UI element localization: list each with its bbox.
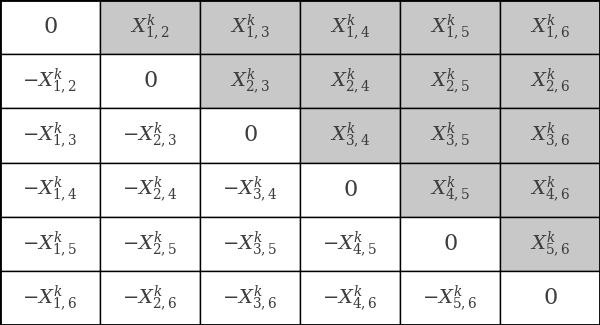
Text: $0$: $0$ (443, 234, 457, 254)
Bar (200, 162, 300, 217)
Bar (100, 271, 200, 325)
Text: $-X_{4,6}^{k}$: $-X_{4,6}^{k}$ (322, 283, 378, 313)
Text: $-X_{2,6}^{k}$: $-X_{2,6}^{k}$ (122, 283, 178, 313)
Bar (0, 271, 100, 325)
Bar (200, 271, 300, 325)
Text: $X_{5,6}^{k}$: $X_{5,6}^{k}$ (530, 229, 570, 259)
Text: $0$: $0$ (542, 288, 557, 308)
Text: $-X_{2,3}^{k}$: $-X_{2,3}^{k}$ (122, 121, 178, 150)
Text: $-X_{3,5}^{k}$: $-X_{3,5}^{k}$ (222, 229, 278, 259)
Text: $X_{3,6}^{k}$: $X_{3,6}^{k}$ (530, 121, 570, 150)
Text: $-X_{1,5}^{k}$: $-X_{1,5}^{k}$ (22, 229, 78, 259)
Bar (0, 162, 100, 217)
Bar (100, 162, 200, 217)
Text: $0$: $0$ (143, 71, 157, 91)
Text: $-X_{5,6}^{k}$: $-X_{5,6}^{k}$ (422, 283, 478, 313)
Text: $X_{2,5}^{k}$: $X_{2,5}^{k}$ (430, 66, 470, 96)
Bar (500, 217, 600, 271)
Bar (0, 54, 100, 108)
Bar (500, 108, 600, 162)
Bar (400, 271, 500, 325)
Text: $X_{1,4}^{k}$: $X_{1,4}^{k}$ (329, 12, 370, 42)
Bar (0, 108, 100, 162)
Bar (400, 54, 500, 108)
Bar (300, 108, 400, 162)
Text: $X_{2,4}^{k}$: $X_{2,4}^{k}$ (329, 66, 370, 96)
Bar (200, 217, 300, 271)
Bar (400, 108, 500, 162)
Bar (100, 0, 200, 54)
Bar (100, 54, 200, 108)
Text: $X_{3,4}^{k}$: $X_{3,4}^{k}$ (329, 121, 370, 150)
Text: $-X_{2,5}^{k}$: $-X_{2,5}^{k}$ (122, 229, 178, 259)
Bar (200, 108, 300, 162)
Text: $-X_{4,5}^{k}$: $-X_{4,5}^{k}$ (322, 229, 378, 259)
Bar (400, 0, 500, 54)
Bar (200, 54, 300, 108)
Bar (300, 0, 400, 54)
Text: $-X_{3,6}^{k}$: $-X_{3,6}^{k}$ (222, 283, 278, 313)
Bar (500, 162, 600, 217)
Bar (500, 271, 600, 325)
Bar (300, 271, 400, 325)
Text: $0$: $0$ (43, 17, 58, 37)
Bar (100, 108, 200, 162)
Text: $X_{1,2}^{k}$: $X_{1,2}^{k}$ (130, 12, 170, 42)
Text: $-X_{1,4}^{k}$: $-X_{1,4}^{k}$ (22, 175, 78, 204)
Bar (500, 0, 600, 54)
Bar (300, 54, 400, 108)
Bar (0, 0, 100, 54)
Bar (400, 217, 500, 271)
Text: $-X_{1,3}^{k}$: $-X_{1,3}^{k}$ (22, 121, 78, 150)
Bar (200, 0, 300, 54)
Bar (0, 217, 100, 271)
Text: $0$: $0$ (242, 125, 257, 145)
Bar (400, 162, 500, 217)
Text: $X_{1,6}^{k}$: $X_{1,6}^{k}$ (530, 12, 570, 42)
Text: $-X_{1,2}^{k}$: $-X_{1,2}^{k}$ (22, 66, 77, 96)
Text: $X_{1,3}^{k}$: $X_{1,3}^{k}$ (230, 12, 270, 42)
Bar (100, 217, 200, 271)
Text: $X_{2,6}^{k}$: $X_{2,6}^{k}$ (530, 66, 570, 96)
Text: $X_{3,5}^{k}$: $X_{3,5}^{k}$ (430, 121, 470, 150)
Text: $-X_{2,4}^{k}$: $-X_{2,4}^{k}$ (122, 175, 178, 204)
Bar (300, 217, 400, 271)
Text: $X_{2,3}^{k}$: $X_{2,3}^{k}$ (230, 66, 270, 96)
Text: $X_{4,6}^{k}$: $X_{4,6}^{k}$ (530, 175, 570, 204)
Bar (500, 54, 600, 108)
Text: $0$: $0$ (343, 180, 358, 200)
Text: $X_{4,5}^{k}$: $X_{4,5}^{k}$ (430, 175, 470, 204)
Text: $-X_{3,4}^{k}$: $-X_{3,4}^{k}$ (222, 175, 278, 204)
Bar (300, 162, 400, 217)
Text: $-X_{1,6}^{k}$: $-X_{1,6}^{k}$ (22, 283, 78, 313)
Text: $X_{1,5}^{k}$: $X_{1,5}^{k}$ (430, 12, 470, 42)
